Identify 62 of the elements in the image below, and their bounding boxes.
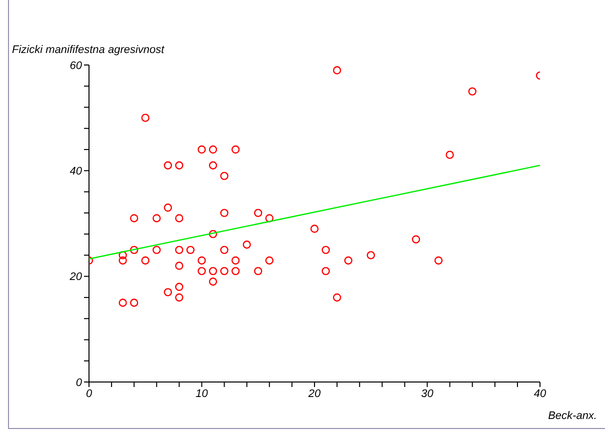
x-tick-label: 40 — [534, 388, 547, 400]
x-tick-label: 10 — [196, 388, 209, 400]
y-axis-title: Fizicki manififestna agresivnost — [12, 44, 164, 56]
point — [344, 256, 352, 265]
point — [164, 288, 172, 296]
point — [254, 208, 262, 218]
y-tick-label: 40 — [70, 166, 83, 178]
point — [164, 161, 172, 170]
y-tick-label: 0 — [76, 376, 83, 389]
point — [208, 278, 218, 286]
point — [231, 145, 240, 154]
point — [220, 266, 228, 276]
point — [175, 161, 184, 170]
x-axis-title: Beck-anx. — [548, 410, 597, 422]
point — [186, 246, 195, 254]
point — [175, 293, 184, 302]
point — [220, 246, 228, 254]
y-tick-label: 20 — [68, 271, 83, 284]
x-tick-label: 30 — [421, 388, 434, 400]
point — [220, 172, 228, 180]
point — [198, 266, 206, 276]
point — [231, 266, 240, 276]
point — [208, 145, 218, 154]
point — [175, 262, 184, 270]
point — [254, 266, 262, 276]
point — [468, 87, 476, 96]
point — [434, 256, 443, 265]
point — [198, 145, 206, 154]
point — [332, 66, 342, 74]
point — [164, 204, 172, 212]
point — [322, 246, 330, 254]
point — [175, 214, 184, 222]
point — [412, 235, 420, 244]
point — [130, 214, 138, 222]
point — [310, 224, 319, 233]
point — [198, 256, 206, 265]
point — [152, 214, 161, 222]
point — [141, 256, 150, 265]
point — [141, 114, 150, 122]
x-tick-label: 20 — [307, 388, 322, 400]
point — [118, 256, 127, 265]
point — [366, 251, 375, 260]
point — [175, 246, 184, 254]
point — [175, 282, 184, 291]
point — [208, 230, 218, 238]
point — [322, 266, 330, 276]
point — [265, 214, 274, 222]
y-tick-label: 60 — [70, 60, 83, 72]
point — [208, 266, 218, 276]
point — [118, 251, 127, 260]
point — [130, 298, 138, 307]
point — [446, 150, 454, 159]
point — [208, 161, 218, 170]
point — [118, 298, 127, 307]
point — [130, 246, 138, 254]
point — [152, 246, 161, 254]
point — [265, 256, 274, 265]
point — [231, 256, 240, 265]
point — [220, 208, 228, 218]
x-tick-label: 0 — [86, 388, 93, 400]
point — [332, 293, 342, 302]
point — [242, 240, 251, 249]
